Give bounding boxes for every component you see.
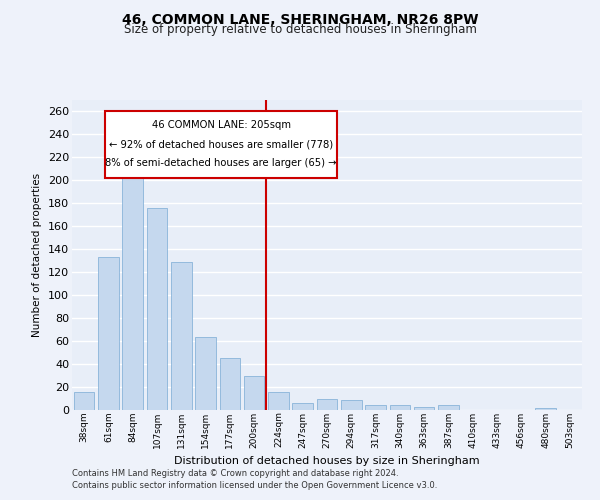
Text: 46 COMMON LANE: 205sqm: 46 COMMON LANE: 205sqm	[152, 120, 290, 130]
Bar	[341, 400, 362, 410]
Bar	[122, 166, 143, 410]
Bar	[171, 262, 191, 410]
Text: Contains public sector information licensed under the Open Government Licence v3: Contains public sector information licen…	[72, 481, 437, 490]
Bar	[535, 408, 556, 410]
Bar	[220, 358, 240, 410]
Bar	[195, 336, 216, 410]
Bar	[98, 258, 119, 410]
Bar	[244, 376, 265, 410]
Bar	[268, 392, 289, 410]
Bar	[146, 208, 167, 410]
Y-axis label: Number of detached properties: Number of detached properties	[32, 173, 43, 337]
Bar	[389, 406, 410, 410]
Text: 46, COMMON LANE, SHERINGHAM, NR26 8PW: 46, COMMON LANE, SHERINGHAM, NR26 8PW	[122, 12, 478, 26]
Bar	[74, 392, 94, 410]
Text: Contains HM Land Registry data © Crown copyright and database right 2024.: Contains HM Land Registry data © Crown c…	[72, 468, 398, 477]
FancyBboxPatch shape	[105, 111, 337, 178]
Bar	[365, 406, 386, 410]
Text: Size of property relative to detached houses in Sheringham: Size of property relative to detached ho…	[124, 22, 476, 36]
Bar	[414, 406, 434, 410]
Text: 8% of semi-detached houses are larger (65) →: 8% of semi-detached houses are larger (6…	[106, 158, 337, 168]
Bar	[292, 403, 313, 410]
Bar	[317, 398, 337, 410]
X-axis label: Distribution of detached houses by size in Sheringham: Distribution of detached houses by size …	[174, 456, 480, 466]
Text: ← 92% of detached houses are smaller (778): ← 92% of detached houses are smaller (77…	[109, 139, 333, 149]
Bar	[438, 406, 459, 410]
